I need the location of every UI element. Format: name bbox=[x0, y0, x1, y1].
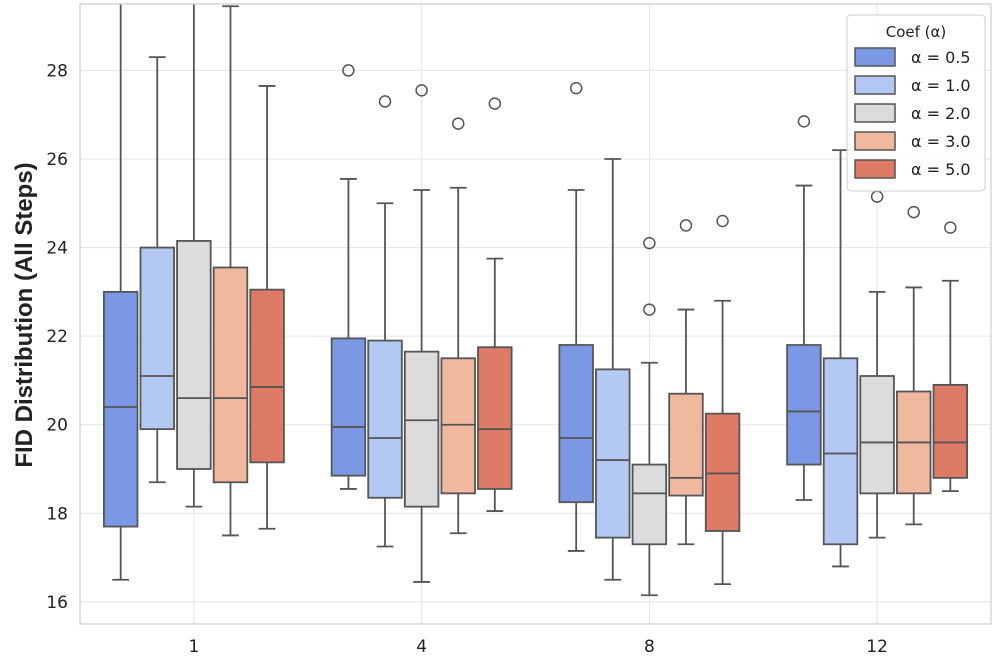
box-group bbox=[139, 56, 175, 484]
box-group bbox=[212, 5, 249, 537]
outlier-point bbox=[797, 115, 811, 128]
box-group bbox=[403, 84, 440, 583]
x-tick-label: 4 bbox=[416, 637, 427, 657]
box-group bbox=[440, 117, 476, 535]
box-group bbox=[477, 97, 513, 512]
outlier-point bbox=[378, 95, 392, 108]
box bbox=[176, 240, 212, 470]
box bbox=[249, 288, 285, 464]
x-tick-label: 8 bbox=[644, 637, 655, 657]
box bbox=[367, 339, 403, 499]
box-group bbox=[704, 214, 741, 586]
box bbox=[631, 463, 668, 546]
outlier-point bbox=[643, 303, 656, 316]
legend-label: α = 0.5 bbox=[911, 48, 971, 67]
x-tick-label: 12 bbox=[866, 637, 888, 657]
box-group bbox=[330, 64, 367, 490]
legend-label: α = 5.0 bbox=[911, 160, 971, 179]
outlier-point bbox=[488, 97, 502, 110]
y-tick-label: 26 bbox=[46, 150, 68, 170]
y-axis-label: FID Distribution (All Steps) bbox=[11, 162, 38, 467]
outlier-point bbox=[643, 236, 656, 250]
y-tick-label: 20 bbox=[46, 416, 68, 436]
outlier-point bbox=[451, 117, 465, 130]
outlier-point bbox=[716, 214, 729, 228]
y-tick-label: 22 bbox=[46, 327, 68, 347]
outlier-point bbox=[342, 64, 355, 77]
y-tick-label: 24 bbox=[46, 239, 68, 259]
legend: Coef (α) α = 0.5α = 1.0α = 2.0α = 3.0α =… bbox=[846, 14, 986, 192]
box bbox=[139, 246, 175, 431]
box-group bbox=[932, 221, 969, 493]
outlier-point bbox=[679, 219, 693, 232]
box bbox=[668, 392, 704, 497]
y-axis-ticks: 16 18 20 22 24 26 28 bbox=[46, 61, 68, 612]
y-tick-label: 16 bbox=[46, 593, 68, 613]
y-tick-label: 18 bbox=[46, 504, 68, 524]
plot-frame bbox=[79, 3, 992, 625]
legend-swatch bbox=[854, 159, 896, 179]
box-group bbox=[631, 236, 668, 597]
box-group bbox=[786, 115, 822, 501]
y-tick-label: 28 bbox=[46, 61, 68, 81]
legend-swatch bbox=[854, 47, 896, 67]
box bbox=[403, 350, 440, 508]
box-group bbox=[558, 81, 594, 552]
box-group bbox=[367, 95, 403, 548]
box bbox=[102, 290, 139, 528]
box bbox=[558, 344, 594, 504]
outlier-point bbox=[907, 205, 920, 219]
outlier-point bbox=[944, 221, 957, 234]
x-axis-ticks: 1 4 8 12 bbox=[188, 637, 887, 657]
legend-items: α = 0.5 α = 1.0 α = 2.0 α = 3.0 α = 5.0 bbox=[854, 47, 971, 179]
outlier-point bbox=[569, 81, 583, 95]
box-group bbox=[249, 85, 285, 530]
box bbox=[595, 368, 631, 539]
legend-swatch bbox=[854, 75, 896, 95]
box bbox=[477, 346, 513, 490]
box bbox=[440, 357, 476, 495]
box-group bbox=[595, 158, 631, 581]
legend-title: Coef (α) bbox=[886, 23, 947, 41]
box bbox=[932, 383, 969, 479]
legend-label: α = 1.0 bbox=[911, 76, 971, 95]
box-group bbox=[896, 205, 932, 526]
legend-label: α = 3.0 bbox=[911, 132, 971, 151]
outlier-point bbox=[415, 84, 428, 97]
box-group bbox=[859, 190, 895, 539]
box bbox=[330, 337, 367, 477]
box bbox=[822, 357, 859, 546]
box-group bbox=[822, 149, 859, 568]
box bbox=[212, 266, 249, 484]
box-group bbox=[668, 219, 704, 546]
box bbox=[786, 344, 822, 466]
box-group bbox=[176, 4, 212, 508]
box bbox=[859, 375, 895, 495]
box bbox=[704, 412, 741, 532]
legend-label: α = 2.0 bbox=[911, 104, 971, 123]
box-group bbox=[102, 4, 139, 581]
legend-swatch bbox=[854, 103, 896, 123]
plot-area bbox=[102, 4, 969, 597]
x-tick-label: 1 bbox=[188, 637, 199, 657]
legend-swatch bbox=[854, 131, 896, 151]
